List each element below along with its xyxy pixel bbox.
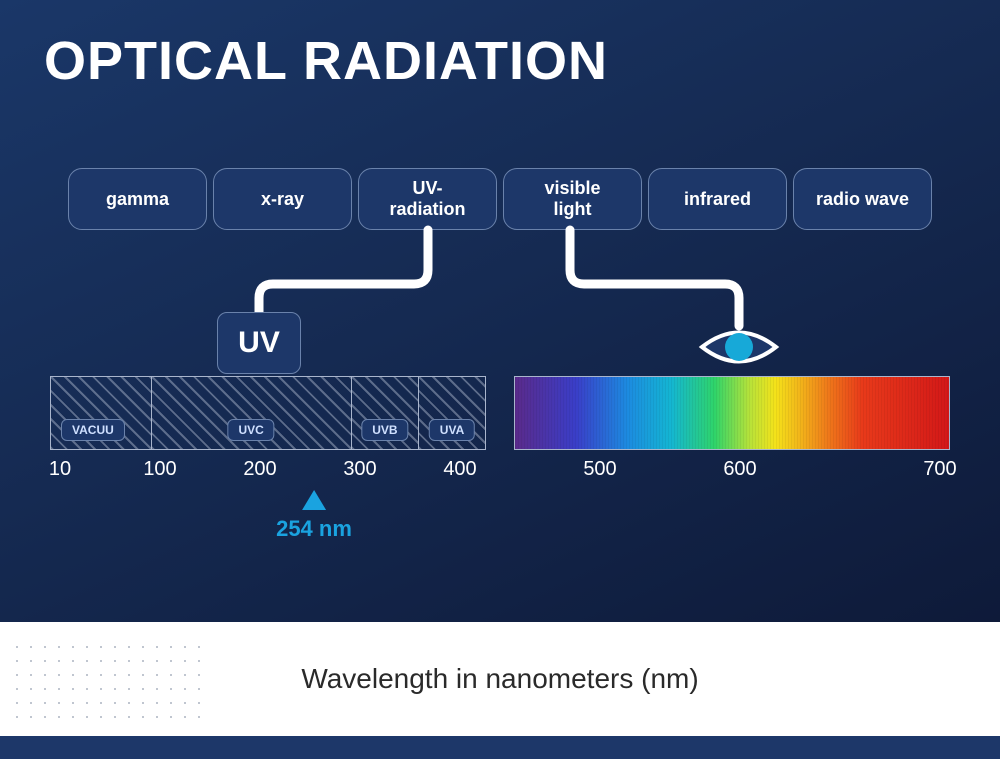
axis-tick: 700	[923, 458, 956, 481]
category-1: x-ray	[213, 168, 352, 230]
category-4: infrared	[648, 168, 787, 230]
spectrum-row: VACUU UVC UVB UVA	[50, 376, 950, 450]
uv-segment-label: UVC	[227, 419, 274, 441]
wavelength-marker: 254 nm	[276, 490, 352, 542]
uv-segment-label: UVA	[429, 419, 475, 441]
bottom-bar	[0, 736, 1000, 759]
footer: Wavelength in nanometers (nm)	[0, 622, 1000, 736]
wavelength-axis: 10100200300400500600700	[50, 458, 950, 492]
dot-grid-decoration	[10, 640, 200, 730]
visible-spectrum-block	[514, 376, 950, 450]
category-5: radio wave	[793, 168, 932, 230]
connector-lines	[0, 0, 1000, 622]
uv-spectrum-block: VACUU UVC UVB UVA	[50, 376, 486, 450]
axis-tick: 400	[443, 458, 476, 481]
uv-segment-label: UVB	[361, 419, 408, 441]
footer-caption: Wavelength in nanometers (nm)	[301, 663, 698, 695]
axis-tick: 10	[49, 458, 71, 481]
category-3: visiblelight	[503, 168, 642, 230]
axis-tick: 500	[583, 458, 616, 481]
category-row: gammax-rayUV-radiationvisiblelightinfrar…	[68, 168, 932, 230]
main-panel: OPTICAL RADIATION gammax-rayUV-radiation…	[0, 0, 1000, 622]
uv-badge-label: UV	[238, 326, 280, 360]
uv-badge: UV	[217, 312, 301, 374]
uv-segment-uvb: UVB	[352, 377, 419, 449]
uv-segment-uva: UVA	[419, 377, 485, 449]
uv-segment-vacuu: VACUU	[51, 377, 152, 449]
eye-icon	[696, 322, 782, 372]
axis-tick: 300	[343, 458, 376, 481]
axis-tick: 600	[723, 458, 756, 481]
axis-tick: 200	[243, 458, 276, 481]
axis-tick: 100	[143, 458, 176, 481]
page-title: OPTICAL RADIATION	[44, 30, 608, 92]
category-0: gamma	[68, 168, 207, 230]
uv-segment-label: VACUU	[61, 419, 125, 441]
category-2: UV-radiation	[358, 168, 497, 230]
marker-triangle-icon	[302, 490, 326, 510]
uv-segment-uvc: UVC	[152, 377, 352, 449]
marker-label: 254 nm	[276, 516, 352, 542]
